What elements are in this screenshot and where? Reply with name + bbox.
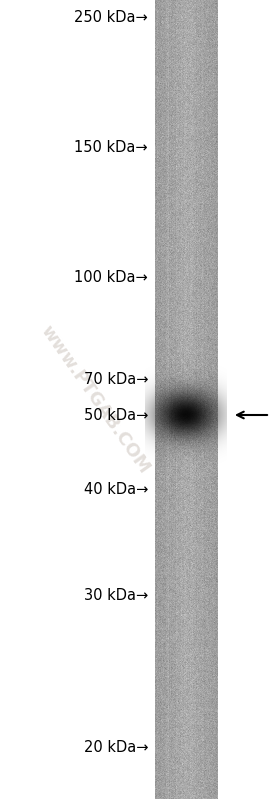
Text: 70 kDa→: 70 kDa→ bbox=[83, 372, 148, 388]
Text: 20 kDa→: 20 kDa→ bbox=[83, 741, 148, 756]
Text: 40 kDa→: 40 kDa→ bbox=[84, 483, 148, 498]
Text: www.PTGAB.COM: www.PTGAB.COM bbox=[37, 323, 153, 478]
Text: 30 kDa→: 30 kDa→ bbox=[84, 587, 148, 602]
Text: 150 kDa→: 150 kDa→ bbox=[74, 141, 148, 156]
Text: 100 kDa→: 100 kDa→ bbox=[74, 271, 148, 285]
Text: 50 kDa→: 50 kDa→ bbox=[84, 407, 148, 423]
Text: 250 kDa→: 250 kDa→ bbox=[74, 10, 148, 26]
